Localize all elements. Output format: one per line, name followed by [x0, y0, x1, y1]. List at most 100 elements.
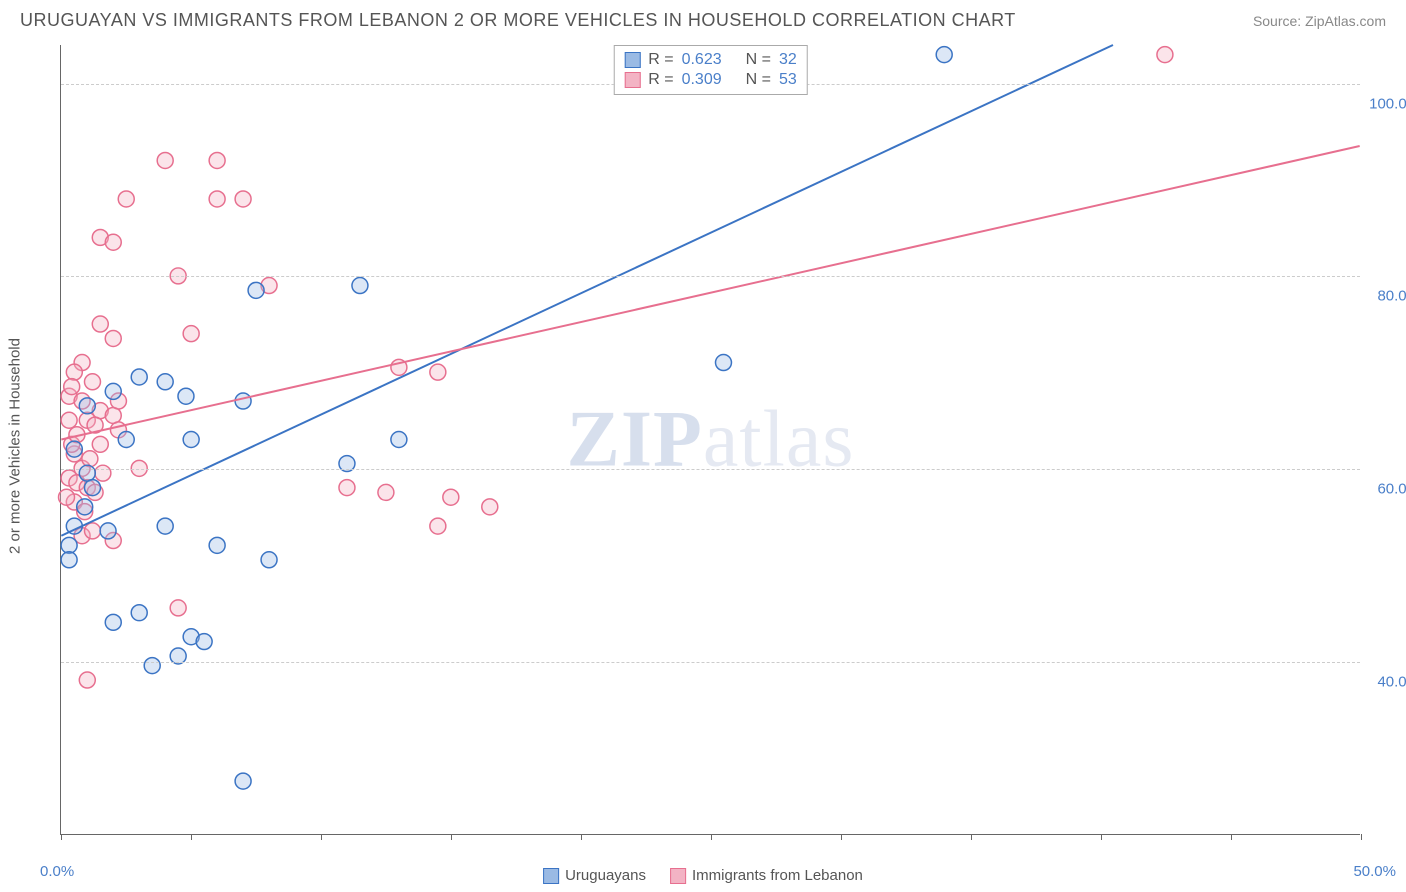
- scatter-point: [66, 441, 82, 457]
- regression-line: [61, 45, 1113, 536]
- scatter-point: [66, 364, 82, 380]
- xtick: [451, 834, 452, 840]
- scatter-point: [196, 634, 212, 650]
- gridline: [61, 276, 1360, 277]
- xtick: [1231, 834, 1232, 840]
- y-axis-label: 2 or more Vehicles in Household: [7, 338, 24, 554]
- scatter-point: [84, 374, 100, 390]
- r-value-lebanon: 0.309: [682, 71, 722, 89]
- scatter-point: [118, 191, 134, 207]
- scatter-point: [92, 436, 108, 452]
- xtick: [971, 834, 972, 840]
- scatter-point: [131, 605, 147, 621]
- n-label: N =: [746, 51, 771, 69]
- scatter-point: [79, 398, 95, 414]
- xtick: [1361, 834, 1362, 840]
- ytick-label: 40.0%: [1365, 673, 1406, 690]
- ytick-label: 100.0%: [1365, 95, 1406, 112]
- xtick: [1101, 834, 1102, 840]
- scatter-point: [261, 552, 277, 568]
- scatter-point: [79, 465, 95, 481]
- scatter-point: [209, 152, 225, 168]
- ytick-label: 80.0%: [1365, 288, 1406, 305]
- scatter-point: [144, 658, 160, 674]
- legend-item-lebanon: Immigrants from Lebanon: [670, 867, 863, 884]
- scatter-point: [235, 393, 251, 409]
- scatter-point: [105, 383, 121, 399]
- r-value-uruguayans: 0.623: [682, 51, 722, 69]
- n-value-lebanon: 53: [779, 71, 797, 89]
- scatter-point: [131, 369, 147, 385]
- n-value-uruguayans: 32: [779, 51, 797, 69]
- scatter-point: [105, 614, 121, 630]
- scatter-point: [443, 489, 459, 505]
- scatter-point: [92, 316, 108, 332]
- scatter-point: [61, 537, 77, 553]
- scatter-point: [1157, 47, 1173, 63]
- scatter-point: [84, 523, 100, 539]
- r-label: R =: [648, 71, 673, 89]
- xtick: [61, 834, 62, 840]
- gridline: [61, 469, 1360, 470]
- scatter-point: [157, 374, 173, 390]
- scatter-point: [61, 412, 77, 428]
- scatter-point: [482, 499, 498, 515]
- scatter-point: [209, 537, 225, 553]
- n-label: N =: [746, 71, 771, 89]
- scatter-point: [715, 355, 731, 371]
- scatter-point: [84, 480, 100, 496]
- scatter-point: [79, 672, 95, 688]
- ytick-label: 60.0%: [1365, 480, 1406, 497]
- scatter-point: [339, 480, 355, 496]
- legend-label-uruguayans: Uruguayans: [565, 867, 646, 884]
- scatter-point: [118, 432, 134, 448]
- series-legend: Uruguayans Immigrants from Lebanon: [543, 867, 863, 884]
- xtick: [581, 834, 582, 840]
- swatch-uruguayans: [624, 52, 640, 68]
- scatter-point: [235, 773, 251, 789]
- xtick: [711, 834, 712, 840]
- xtick: [841, 834, 842, 840]
- scatter-point: [157, 518, 173, 534]
- scatter-point: [64, 379, 80, 395]
- scatter-point: [235, 191, 251, 207]
- chart-plot-area: ZIPatlas R = 0.623 N = 32 R = 0.309 N = …: [60, 45, 1360, 835]
- r-label: R =: [648, 51, 673, 69]
- scatter-point: [248, 282, 264, 298]
- scatter-point: [183, 326, 199, 342]
- scatter-point: [430, 364, 446, 380]
- source-label: Source: ZipAtlas.com: [1253, 13, 1386, 29]
- scatter-point: [157, 152, 173, 168]
- x-axis-label-min: 0.0%: [40, 863, 74, 880]
- scatter-point: [178, 388, 194, 404]
- scatter-point: [936, 47, 952, 63]
- scatter-point: [209, 191, 225, 207]
- scatter-point: [61, 552, 77, 568]
- scatter-point: [378, 484, 394, 500]
- xtick: [191, 834, 192, 840]
- scatter-point: [59, 489, 75, 505]
- swatch-lebanon: [624, 72, 640, 88]
- scatter-point: [183, 432, 199, 448]
- scatter-point: [391, 432, 407, 448]
- scatter-point: [430, 518, 446, 534]
- scatter-point: [95, 465, 111, 481]
- legend-row-uruguayans: R = 0.623 N = 32: [624, 50, 797, 70]
- scatter-point: [82, 451, 98, 467]
- scatter-point: [105, 234, 121, 250]
- correlation-legend: R = 0.623 N = 32 R = 0.309 N = 53: [613, 45, 808, 95]
- legend-row-lebanon: R = 0.309 N = 53: [624, 70, 797, 90]
- scatter-point: [77, 499, 93, 515]
- swatch-uruguayans: [543, 868, 559, 884]
- scatter-plot-svg: [61, 45, 1360, 834]
- swatch-lebanon: [670, 868, 686, 884]
- scatter-point: [100, 523, 116, 539]
- xtick: [321, 834, 322, 840]
- legend-item-uruguayans: Uruguayans: [543, 867, 646, 884]
- scatter-point: [352, 278, 368, 294]
- scatter-point: [105, 407, 121, 423]
- scatter-point: [170, 600, 186, 616]
- scatter-point: [105, 330, 121, 346]
- chart-title: URUGUAYAN VS IMMIGRANTS FROM LEBANON 2 O…: [20, 10, 1016, 31]
- gridline: [61, 662, 1360, 663]
